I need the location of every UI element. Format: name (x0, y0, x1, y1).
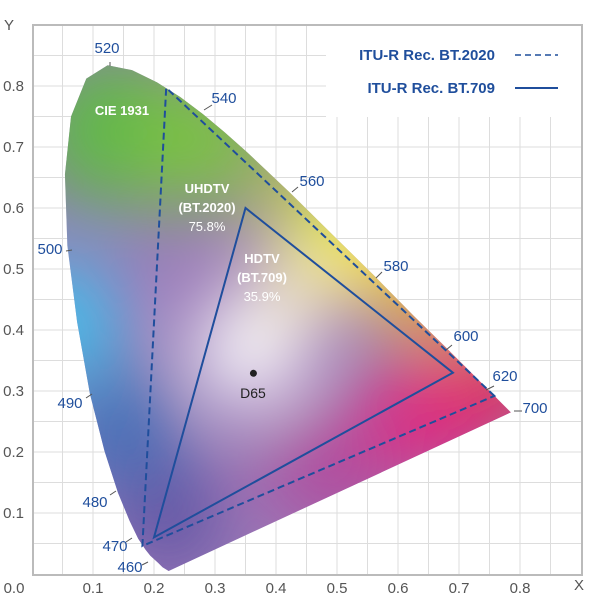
wavelength-label-580: 580 (383, 258, 408, 275)
wavelength-tick (141, 561, 149, 566)
wavelength-label-490: 490 (57, 395, 82, 412)
cie-label: CIE 1931 (95, 103, 149, 118)
wavelength-tick (109, 490, 117, 496)
wavelength-label-620: 620 (492, 368, 517, 385)
wavelength-ticks (65, 62, 522, 566)
wavelength-label-480: 480 (82, 494, 107, 511)
uhdtv-pct-label: 75.8% (189, 219, 226, 234)
wavelength-tick (291, 186, 299, 193)
y-axis-label: Y (4, 17, 14, 34)
uhdtv-std-label: (BT.2020) (178, 200, 235, 215)
hdtv-std-label: (BT.709) (237, 270, 287, 285)
hdtv-pct-label: 35.9% (244, 289, 281, 304)
y-tick-label: 0.1 (3, 505, 24, 522)
wavelength-label-520: 520 (94, 40, 119, 57)
legend-label-bt2020: ITU-R Rec. BT.2020 (359, 47, 495, 64)
uhdtv-label: UHDTV (185, 181, 230, 196)
wavelength-tick (485, 385, 495, 391)
wavelength-label-470: 470 (102, 538, 127, 555)
bt2020-triangle (141, 85, 497, 548)
hdtv-label: HDTV (244, 251, 280, 266)
wavelength-label-460: 460 (117, 559, 142, 576)
y-tick-label: 0.6 (3, 200, 24, 217)
plot-frame (32, 24, 583, 576)
legend-box (326, 25, 582, 117)
x-tick-label: 0.7 (449, 580, 470, 597)
x-tick-label: 0.3 (205, 580, 226, 597)
legend-label-bt709: ITU-R Rec. BT.709 (367, 80, 495, 97)
wavelength-label-700: 700 (522, 400, 547, 417)
x-tick-label: 0.4 (266, 580, 287, 597)
y-tick-label: 0.3 (3, 383, 24, 400)
x-tick-label: 0.5 (327, 580, 348, 597)
wavelength-label-540: 540 (211, 90, 236, 107)
x-tick-label: 0.2 (144, 580, 165, 597)
wavelength-tick (65, 249, 73, 252)
bt709-triangle (152, 206, 455, 540)
y-tick-label: 0.7 (3, 139, 24, 156)
y-tick-label: 0.5 (3, 261, 24, 278)
y-tick-label: 0.2 (3, 444, 24, 461)
wavelength-tick (375, 271, 383, 279)
x-tick-label: 0.8 (510, 580, 531, 597)
wavelength-tick (85, 393, 93, 399)
x-tick-label: 0.1 (83, 580, 104, 597)
x-axis-label: X (574, 577, 584, 594)
x-tick-label: 0.0 (4, 580, 25, 597)
wavelength-tick (203, 104, 213, 111)
wavelength-tick (125, 537, 133, 543)
wavelength-label-560: 560 (299, 173, 324, 190)
wavelength-tick (445, 344, 453, 351)
y-tick-label: 0.4 (3, 322, 24, 339)
d65-label: D65 (240, 385, 266, 401)
x-tick-label: 0.6 (388, 580, 409, 597)
y-tick-label: 0.8 (3, 78, 24, 95)
wavelength-label-600: 600 (453, 328, 478, 345)
wavelength-label-500: 500 (37, 241, 62, 258)
d65-point (249, 369, 257, 377)
